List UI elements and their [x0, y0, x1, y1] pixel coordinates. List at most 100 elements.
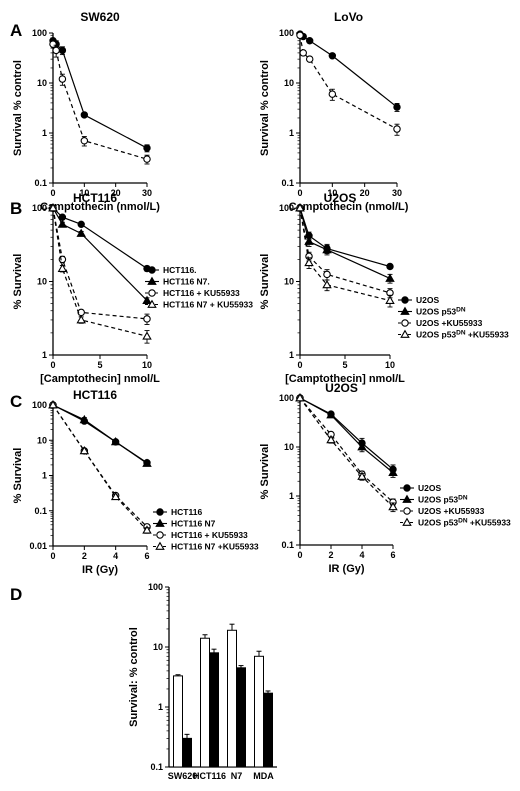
x-tick-label: 6 — [144, 551, 149, 561]
data-point-filled-triangle — [79, 414, 90, 424]
legend-marker-filled-triangle — [402, 494, 412, 503]
legend-marker-open-triangle — [400, 329, 410, 338]
x-category-label: SW620 — [168, 771, 198, 781]
series-line-1 — [52, 207, 148, 302]
data-point-open-circle — [323, 270, 331, 279]
x-axis-label: [Camptothecin] nmol/L — [40, 373, 160, 385]
y-axis-label: % Survival — [259, 444, 271, 500]
legend-marker-open-triangle — [402, 517, 412, 526]
series-line-0 — [299, 33, 398, 108]
data-point-filled-circle — [328, 52, 337, 60]
data-point-filled-circle — [143, 144, 151, 152]
legend-marker-open-circle — [156, 531, 164, 539]
data-point-filled-triangle — [326, 410, 336, 419]
x-category-label: HCT116 — [193, 771, 226, 781]
data-point-open-circle — [296, 31, 304, 40]
y-tick-label: 100 — [32, 400, 47, 410]
x-tick-label: 4 — [113, 551, 118, 561]
panel-letter-b: B — [10, 199, 22, 218]
legend-label: U2OS p53DN +KU55933 — [418, 517, 511, 528]
y-tick-label: 0.1 — [281, 540, 294, 550]
series-line-2 — [299, 397, 394, 503]
legend-marker-open-circle — [403, 507, 411, 515]
bar-n7-white — [227, 629, 237, 768]
x-tick-label: 6 — [390, 550, 395, 560]
x-tick-label: 0 — [50, 551, 55, 561]
y-tick-label: 1 — [289, 350, 294, 360]
legend-label: U2OS — [416, 295, 439, 305]
data-point-open-triangle — [385, 295, 395, 304]
y-tick-label: 100 — [32, 203, 47, 213]
data-point-filled-triangle — [385, 273, 395, 282]
panel-letter-d: D — [10, 585, 22, 604]
data-point-open-triangle — [142, 525, 152, 534]
x-axis-label: IR (Gy) — [82, 564, 118, 576]
data-point-open-triangle — [326, 434, 336, 444]
y-tick-label: 1 — [289, 491, 294, 501]
legend-label: HCT116. — [163, 265, 197, 275]
x-tick-label: 4 — [359, 550, 364, 560]
x-category-label: N7 — [231, 771, 243, 781]
data-point-open-circle — [328, 90, 337, 98]
legend-label: U2OS p53DN +KU55933 — [416, 329, 509, 340]
data-point-filled-triangle — [142, 458, 152, 467]
y-tick-label: 0.1 — [34, 506, 47, 516]
series-line-1 — [299, 397, 394, 474]
chart-title: U2OS — [325, 381, 358, 395]
data-point-filled-triangle — [304, 236, 314, 245]
bar-mda-white — [254, 655, 264, 768]
legend-marker-filled-triangle — [147, 276, 157, 285]
legend-marker-open-triangle — [155, 541, 165, 550]
data-point-open-circle — [49, 40, 57, 48]
x-tick-label: 20 — [111, 188, 121, 198]
data-point-open-circle — [143, 155, 151, 163]
x-tick-label: 2 — [328, 550, 333, 560]
legend-label: U2OS — [418, 483, 441, 493]
legend-label: U2OS +KU55933 — [418, 506, 485, 516]
series-line-2 — [52, 207, 148, 320]
x-axis-label: Camptothecin (nmol/L) — [40, 201, 160, 213]
data-point-open-triangle — [295, 393, 305, 402]
y-tick-label: 10 — [153, 642, 163, 652]
data-point-filled-circle — [306, 37, 314, 45]
y-tick-label: 10 — [37, 435, 47, 445]
y-axis-label: Survival % control — [12, 60, 24, 156]
data-point-open-triangle — [304, 257, 314, 267]
series-line-1 — [52, 43, 148, 160]
legend-marker-open-triangle — [147, 299, 157, 308]
data-point-open-triangle — [110, 491, 121, 501]
series-line-1 — [299, 207, 391, 280]
y-tick-label: 100 — [32, 28, 47, 38]
series-line-1 — [299, 35, 398, 130]
y-tick-label: 0.01 — [29, 541, 47, 551]
y-tick-label: 10 — [284, 78, 294, 88]
data-point-filled-triangle — [357, 442, 367, 451]
data-point-open-circle — [393, 125, 401, 133]
y-tick-label: 0.1 — [150, 762, 163, 772]
x-tick-label: 5 — [342, 360, 347, 370]
y-tick-label: 0.1 — [34, 178, 47, 188]
x-tick-label: 20 — [360, 188, 370, 198]
y-tick-label: 1 — [289, 128, 294, 138]
data-point-filled-triangle — [57, 219, 68, 228]
y-tick-label: 10 — [37, 277, 47, 287]
y-axis-label: Survival % control — [259, 60, 271, 156]
x-tick-label: 0 — [297, 360, 302, 370]
chart-title: HCT116 — [73, 191, 117, 205]
legend-marker-open-circle — [401, 319, 409, 327]
data-point-filled-triangle — [76, 228, 86, 237]
data-point-open-triangle — [388, 501, 398, 511]
legend-label: HCT116 + KU55933 — [171, 530, 248, 540]
data-point-filled-circle — [393, 103, 401, 111]
chart-1: 0.1 1 10 100 Survival % control 0 10 20 30 Campto… — [259, 10, 409, 213]
legend-label: HCT116 N7 — [171, 519, 216, 529]
legend-marker-filled-triangle — [400, 306, 410, 315]
y-axis-label: Survival: % control — [128, 627, 140, 727]
x-tick-label: 10 — [79, 188, 89, 198]
data-point-filled-triangle — [322, 244, 332, 254]
legend-marker-open-circle — [148, 289, 156, 297]
legend-marker-filled-circle — [401, 296, 409, 304]
x-tick-label: 5 — [97, 360, 102, 370]
